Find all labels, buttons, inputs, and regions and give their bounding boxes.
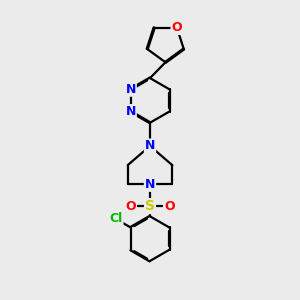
Text: O: O — [164, 200, 175, 213]
Text: Cl: Cl — [109, 212, 122, 226]
Text: N: N — [125, 83, 136, 96]
Text: N: N — [145, 140, 155, 152]
Text: O: O — [125, 200, 136, 213]
Text: S: S — [145, 199, 155, 213]
Text: N: N — [125, 105, 136, 118]
Text: N: N — [145, 178, 155, 191]
Text: O: O — [172, 21, 182, 34]
